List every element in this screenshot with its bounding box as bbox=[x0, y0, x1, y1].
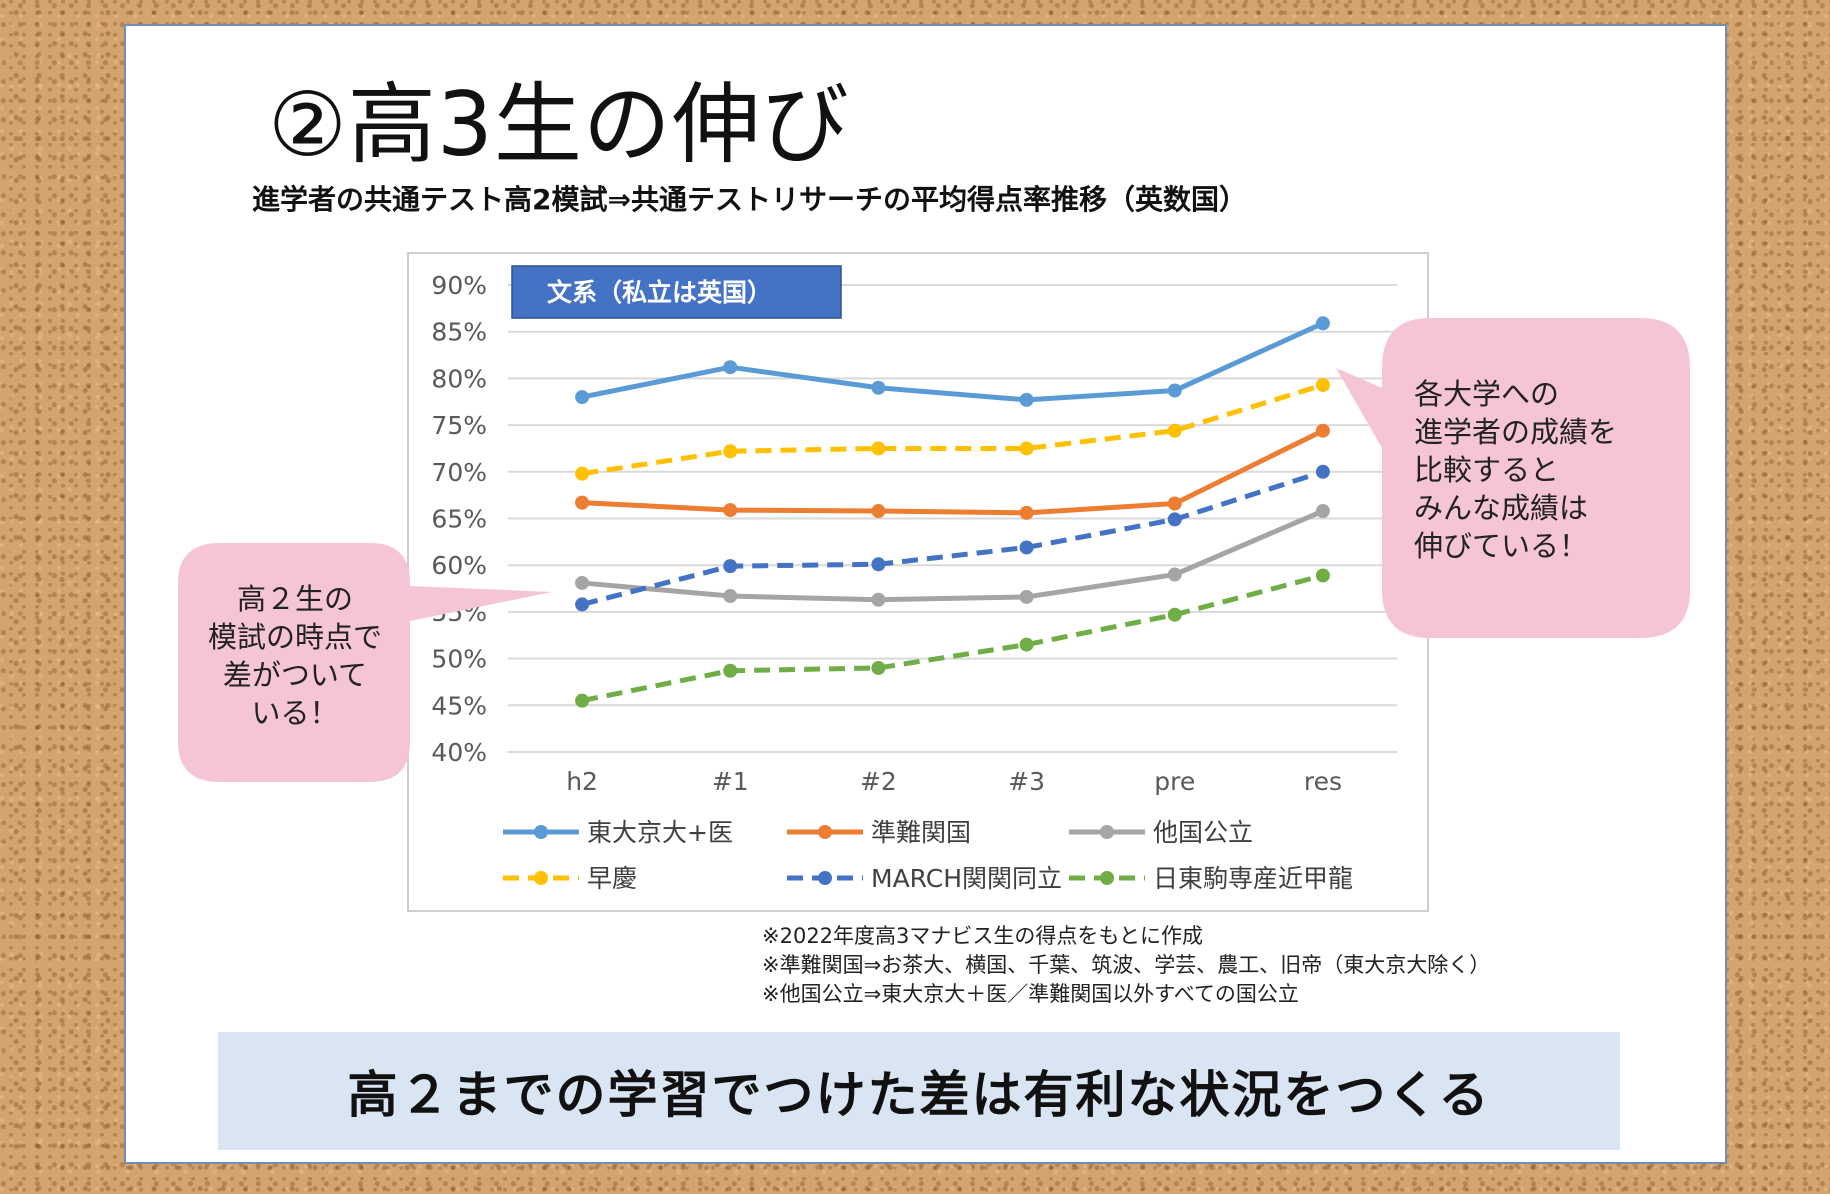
conclusion-banner: 高２までの学習でつけた差は有利な状況をつくる bbox=[218, 1032, 1620, 1150]
data-point bbox=[575, 495, 590, 510]
chart-label-text: 文系（私立は英国） bbox=[547, 278, 772, 307]
data-point bbox=[723, 360, 738, 375]
data-point bbox=[1315, 377, 1330, 392]
data-point bbox=[1315, 504, 1330, 519]
footnotes: ※2022年度高3マナビス生の得点をもとに作成 ※準難関国⇒お茶大、横国、千葉、… bbox=[762, 922, 1490, 1009]
data-point bbox=[1167, 607, 1182, 622]
callout-left-text: 高２生の 模試の時点で 差がついて いる！ bbox=[207, 582, 382, 730]
series-line bbox=[581, 573, 1324, 704]
y-tick-label: 55% bbox=[431, 598, 487, 627]
data-point bbox=[1019, 540, 1034, 555]
data-point bbox=[575, 693, 590, 708]
data-point bbox=[1167, 567, 1182, 582]
legend-label: MARCH関関同立 bbox=[871, 864, 1062, 893]
data-point bbox=[871, 441, 886, 456]
data-point bbox=[723, 663, 738, 678]
footnote-3: ※他国公立⇒東大京大＋医／準難関国以外すべての国公立 bbox=[762, 982, 1299, 1006]
y-tick-label: 90% bbox=[431, 271, 487, 300]
data-point bbox=[1315, 316, 1330, 331]
data-point bbox=[1167, 423, 1182, 438]
data-point bbox=[1167, 383, 1182, 398]
series-line bbox=[581, 428, 1325, 516]
legend-swatch-marker bbox=[818, 871, 832, 885]
chart-label-box bbox=[511, 265, 842, 319]
data-point bbox=[723, 589, 738, 604]
legend-swatch-marker bbox=[818, 825, 832, 839]
data-point bbox=[723, 444, 738, 459]
series-line bbox=[581, 321, 1324, 403]
y-tick-label: 80% bbox=[431, 364, 487, 393]
data-point bbox=[871, 380, 886, 395]
y-tick-label: 75% bbox=[431, 411, 487, 440]
data-point bbox=[1019, 392, 1034, 407]
slide-title: ②高3生の伸び bbox=[268, 73, 850, 176]
data-point bbox=[575, 466, 590, 481]
series-line bbox=[581, 382, 1324, 477]
legend-label: 東大京大+医 bbox=[587, 818, 733, 847]
data-point bbox=[575, 390, 590, 405]
legend-label: 準難関国 bbox=[871, 818, 971, 847]
data-point bbox=[1315, 464, 1330, 479]
data-point bbox=[1019, 441, 1034, 456]
data-point bbox=[1019, 637, 1034, 652]
footnote-2: ※準難関国⇒お茶大、横国、千葉、筑波、学芸、農工、旧帝（東大京大除く） bbox=[762, 953, 1491, 977]
series-line bbox=[581, 508, 1324, 603]
y-tick-label: 45% bbox=[431, 691, 487, 720]
x-tick-label: h2 bbox=[566, 767, 598, 796]
x-tick-label: pre bbox=[1154, 767, 1195, 796]
legend-label: 他国公立 bbox=[1153, 818, 1253, 847]
data-point bbox=[1019, 589, 1034, 604]
data-point bbox=[1315, 423, 1330, 438]
footnote-1: ※2022年度高3マナビス生の得点をもとに作成 bbox=[762, 924, 1203, 948]
y-tick-label: 85% bbox=[431, 318, 487, 347]
data-point bbox=[871, 592, 886, 607]
legend-label: 日東駒専産近甲龍 bbox=[1153, 864, 1353, 893]
data-point bbox=[1315, 568, 1330, 583]
x-tick-label: #2 bbox=[860, 767, 897, 796]
legend-label: 早慶 bbox=[587, 864, 637, 893]
y-tick-label: 60% bbox=[431, 551, 487, 580]
legend-swatch-marker bbox=[1100, 825, 1114, 839]
data-point bbox=[723, 503, 738, 518]
data-point bbox=[871, 557, 886, 572]
x-tick-label: res bbox=[1304, 767, 1342, 796]
callout-right-text: 各大学への 進学者の成績を 比較すると みんな成績は 伸びている！ bbox=[1414, 377, 1618, 563]
data-point bbox=[575, 575, 590, 590]
data-point bbox=[871, 504, 886, 519]
data-point bbox=[871, 660, 886, 675]
data-point bbox=[723, 559, 738, 574]
data-point bbox=[575, 597, 590, 612]
y-tick-label: 70% bbox=[431, 458, 487, 487]
legend-swatch-marker bbox=[534, 871, 548, 885]
data-point bbox=[1167, 496, 1182, 511]
line-chart: 40% 45% 50% 55% 60% 65% 70% 75% 80% 85% 90% h2 #1 #2 #… bbox=[431, 265, 1397, 893]
y-tick-label: 65% bbox=[431, 505, 487, 534]
x-tick-label: #3 bbox=[1008, 767, 1045, 796]
data-point bbox=[1019, 505, 1034, 520]
legend-swatch-marker bbox=[534, 825, 548, 839]
x-tick-label: #1 bbox=[712, 767, 749, 796]
y-tick-label: 50% bbox=[431, 645, 487, 674]
legend-swatch-marker bbox=[1100, 871, 1114, 885]
chart-subtitle: 進学者の共通テスト高2模試⇒共通テストリサーチの平均得点率推移（英数国） bbox=[252, 183, 1247, 216]
y-tick-label: 40% bbox=[431, 738, 487, 767]
data-point bbox=[1167, 512, 1182, 527]
series-line bbox=[581, 469, 1324, 607]
